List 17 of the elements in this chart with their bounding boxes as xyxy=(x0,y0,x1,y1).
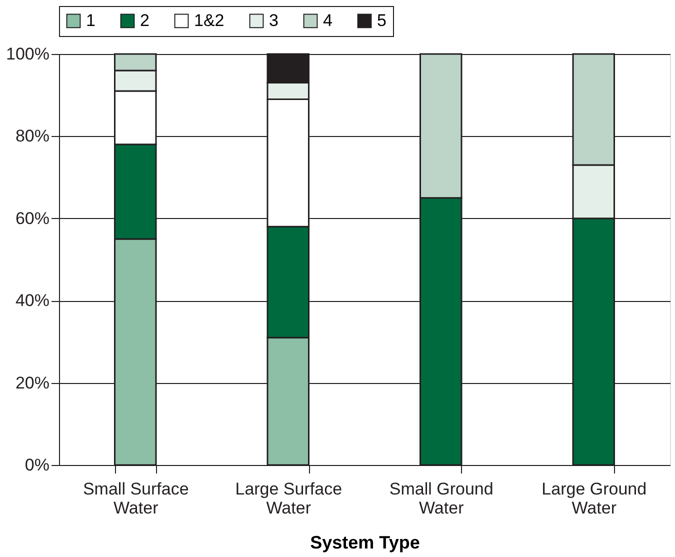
legend-label: 2 xyxy=(140,10,150,30)
x-tick-label: Small Surface Water xyxy=(82,480,189,518)
y-tick-label: 60% xyxy=(15,208,50,228)
legend-label: 4 xyxy=(323,10,332,30)
y-tick-label: 80% xyxy=(15,126,50,146)
y-tick-label: 100% xyxy=(6,44,50,64)
y-tick-label: 0% xyxy=(24,456,50,474)
legend-label: 1&2 xyxy=(194,10,224,30)
legend-label: 5 xyxy=(377,10,386,30)
x-tick-label: Large Surface Water xyxy=(235,480,342,518)
x-tick-label: Small Ground Water xyxy=(389,480,494,518)
y-tick-label: 20% xyxy=(15,373,50,392)
legend-label: 1 xyxy=(86,10,96,30)
legend-label: 3 xyxy=(269,10,278,30)
y-tick-label: 40% xyxy=(15,291,50,310)
x-tick-label: Large Ground Water xyxy=(542,480,647,518)
x-axis-title: System Type xyxy=(310,532,420,552)
